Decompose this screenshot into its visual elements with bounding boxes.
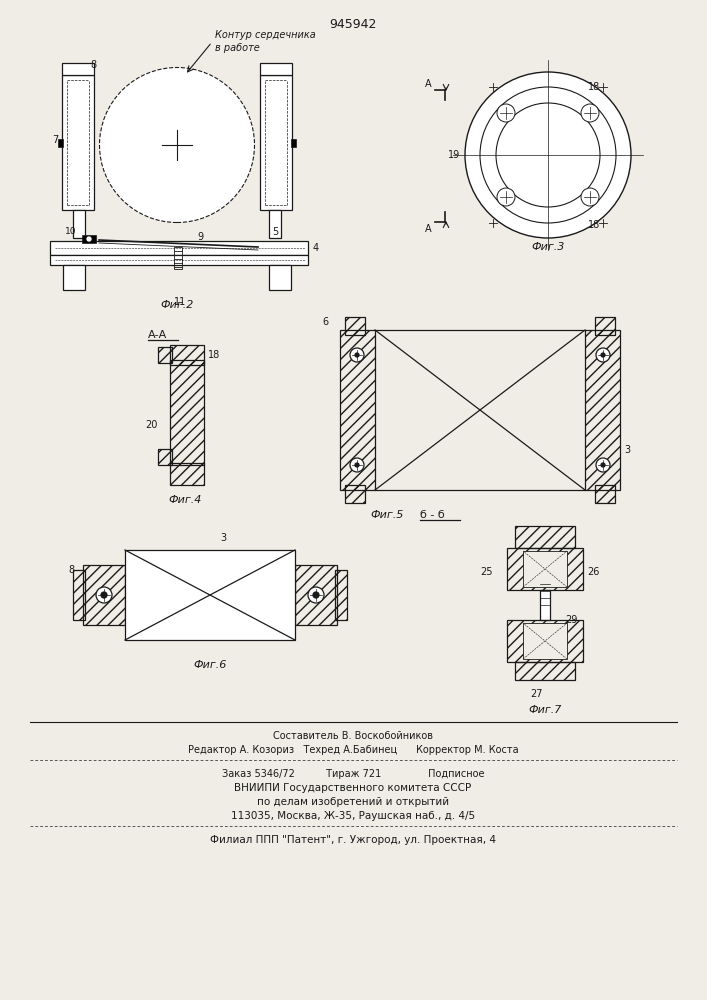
Circle shape (581, 188, 599, 206)
Bar (540, 590, 550, 620)
Bar (515, 662, 575, 680)
Text: 7: 7 (52, 135, 58, 145)
Bar (345, 317, 365, 335)
Bar (260, 63, 292, 75)
Circle shape (596, 458, 610, 472)
Text: 11: 11 (174, 297, 186, 307)
Bar (170, 345, 204, 365)
Text: 18: 18 (588, 82, 600, 92)
Text: 6: 6 (322, 317, 328, 327)
Circle shape (581, 104, 599, 122)
Text: Фиг.4: Фиг.4 (168, 495, 201, 505)
Text: А-А: А-А (148, 330, 168, 340)
Circle shape (480, 87, 616, 223)
Text: 18: 18 (588, 220, 600, 230)
Text: 27: 27 (530, 689, 542, 699)
Text: А: А (425, 224, 432, 234)
Bar (345, 485, 365, 503)
Bar (595, 317, 615, 335)
Bar (515, 526, 575, 548)
Text: 9: 9 (197, 232, 203, 242)
Bar (73, 210, 85, 238)
Ellipse shape (100, 68, 255, 223)
Circle shape (96, 587, 112, 603)
Text: 5: 5 (272, 227, 279, 237)
Text: в работе: в работе (215, 43, 259, 53)
Circle shape (101, 592, 107, 598)
Bar (507, 548, 583, 590)
Text: 113035, Москва, Ж-35, Раушская наб., д. 4/5: 113035, Москва, Ж-35, Раушская наб., д. … (231, 811, 475, 821)
Text: Фиг.3: Фиг.3 (532, 242, 565, 252)
Circle shape (308, 587, 324, 603)
Bar (62, 75, 94, 210)
Bar (295, 565, 337, 625)
Text: ВНИИПИ Государственного комитета СССР: ВНИИПИ Государственного комитета СССР (235, 783, 472, 793)
Text: Филиал ППП "Патент", г. Ужгород, ул. Проектная, 4: Филиал ППП "Патент", г. Ужгород, ул. Про… (210, 835, 496, 845)
Bar (340, 330, 375, 490)
Text: 29: 29 (565, 615, 578, 625)
Text: 8: 8 (90, 60, 96, 70)
Text: Редактор А. Козориз   Техред А.Бабинец      Корректор М. Коста: Редактор А. Козориз Техред А.Бабинец Кор… (187, 745, 518, 755)
Text: по делам изобретений и открытий: по делам изобретений и открытий (257, 797, 449, 807)
Bar (158, 449, 172, 465)
Text: 3: 3 (624, 445, 630, 455)
Text: Фиг.2: Фиг.2 (160, 300, 194, 310)
Bar (595, 485, 615, 503)
Bar (158, 347, 172, 363)
Text: 19: 19 (448, 150, 460, 160)
Text: 945942: 945942 (329, 17, 377, 30)
Text: Заказ 5346/72          Тираж 721               Подписное: Заказ 5346/72 Тираж 721 Подписное (222, 769, 484, 779)
Bar (174, 247, 182, 269)
Bar (125, 550, 295, 640)
Bar (82, 235, 96, 243)
Circle shape (350, 348, 364, 362)
Bar (269, 265, 291, 290)
Text: Фиг.6: Фиг.6 (193, 660, 227, 670)
Bar (269, 210, 281, 238)
Text: 20: 20 (145, 420, 158, 430)
Text: 8: 8 (68, 565, 74, 575)
Circle shape (313, 592, 319, 598)
Bar (585, 330, 620, 490)
Circle shape (355, 463, 359, 467)
Text: б - б: б - б (420, 510, 445, 520)
Text: 25: 25 (480, 567, 493, 577)
Bar (260, 75, 292, 210)
Text: 18: 18 (208, 350, 221, 360)
Circle shape (497, 104, 515, 122)
Text: 26: 26 (587, 567, 600, 577)
Text: 4: 4 (313, 243, 319, 253)
Text: Фиг.5: Фиг.5 (370, 510, 404, 520)
Text: Фиг.7: Фиг.7 (528, 705, 561, 715)
Circle shape (496, 103, 600, 207)
Bar (335, 570, 347, 620)
Bar (507, 620, 583, 662)
Bar (73, 570, 85, 620)
Circle shape (497, 188, 515, 206)
Bar (62, 63, 94, 75)
Circle shape (86, 236, 92, 242)
Bar (83, 565, 125, 625)
Bar (523, 623, 567, 659)
Text: Составитель В. Воскобойников: Составитель В. Воскобойников (273, 731, 433, 741)
Circle shape (350, 458, 364, 472)
Text: А: А (425, 79, 432, 89)
Bar (63, 265, 85, 290)
Bar (58, 139, 63, 147)
Text: Контур сердечника: Контур сердечника (215, 30, 316, 40)
Circle shape (465, 72, 631, 238)
Bar (291, 139, 296, 147)
Circle shape (355, 353, 359, 357)
Bar (50, 241, 308, 255)
Circle shape (596, 348, 610, 362)
Text: 10: 10 (65, 227, 76, 235)
Bar (523, 551, 567, 587)
Bar (170, 360, 204, 465)
Circle shape (601, 353, 605, 357)
Bar (50, 255, 308, 265)
Circle shape (601, 463, 605, 467)
Text: 3: 3 (220, 533, 226, 543)
Bar (170, 463, 204, 485)
